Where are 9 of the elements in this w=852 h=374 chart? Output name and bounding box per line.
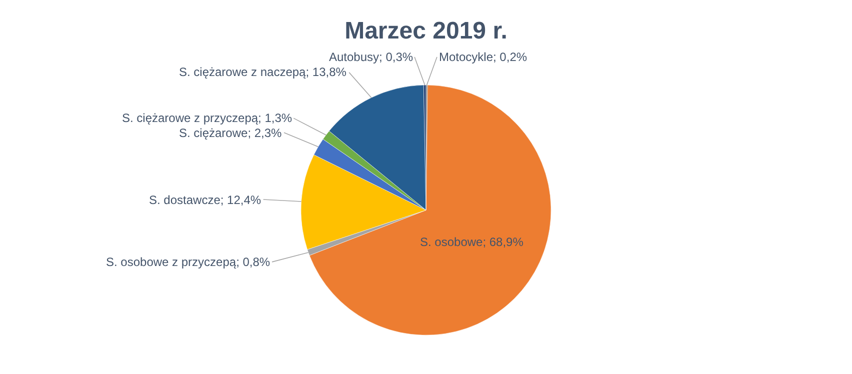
slice-label: Autobusy; 0,3%	[329, 50, 414, 64]
chart-title: Marzec 2019 r.	[344, 17, 508, 44]
slice-label: S. ciężarowe; 2,3%	[179, 126, 282, 140]
slice-label: S. dostawcze; 12,4%	[149, 193, 262, 207]
slice-label: S. osobowe z przyczepą; 0,8%	[106, 255, 270, 269]
slice-label: S. ciężarowe z naczepą; 13,8%	[179, 65, 347, 79]
slice-label: S. osobowe; 68,9%	[420, 235, 524, 249]
slice-label: Motocykle; 0,2%	[439, 50, 528, 64]
slice-label: S. ciężarowe z przyczepą; 1,3%	[122, 111, 292, 125]
